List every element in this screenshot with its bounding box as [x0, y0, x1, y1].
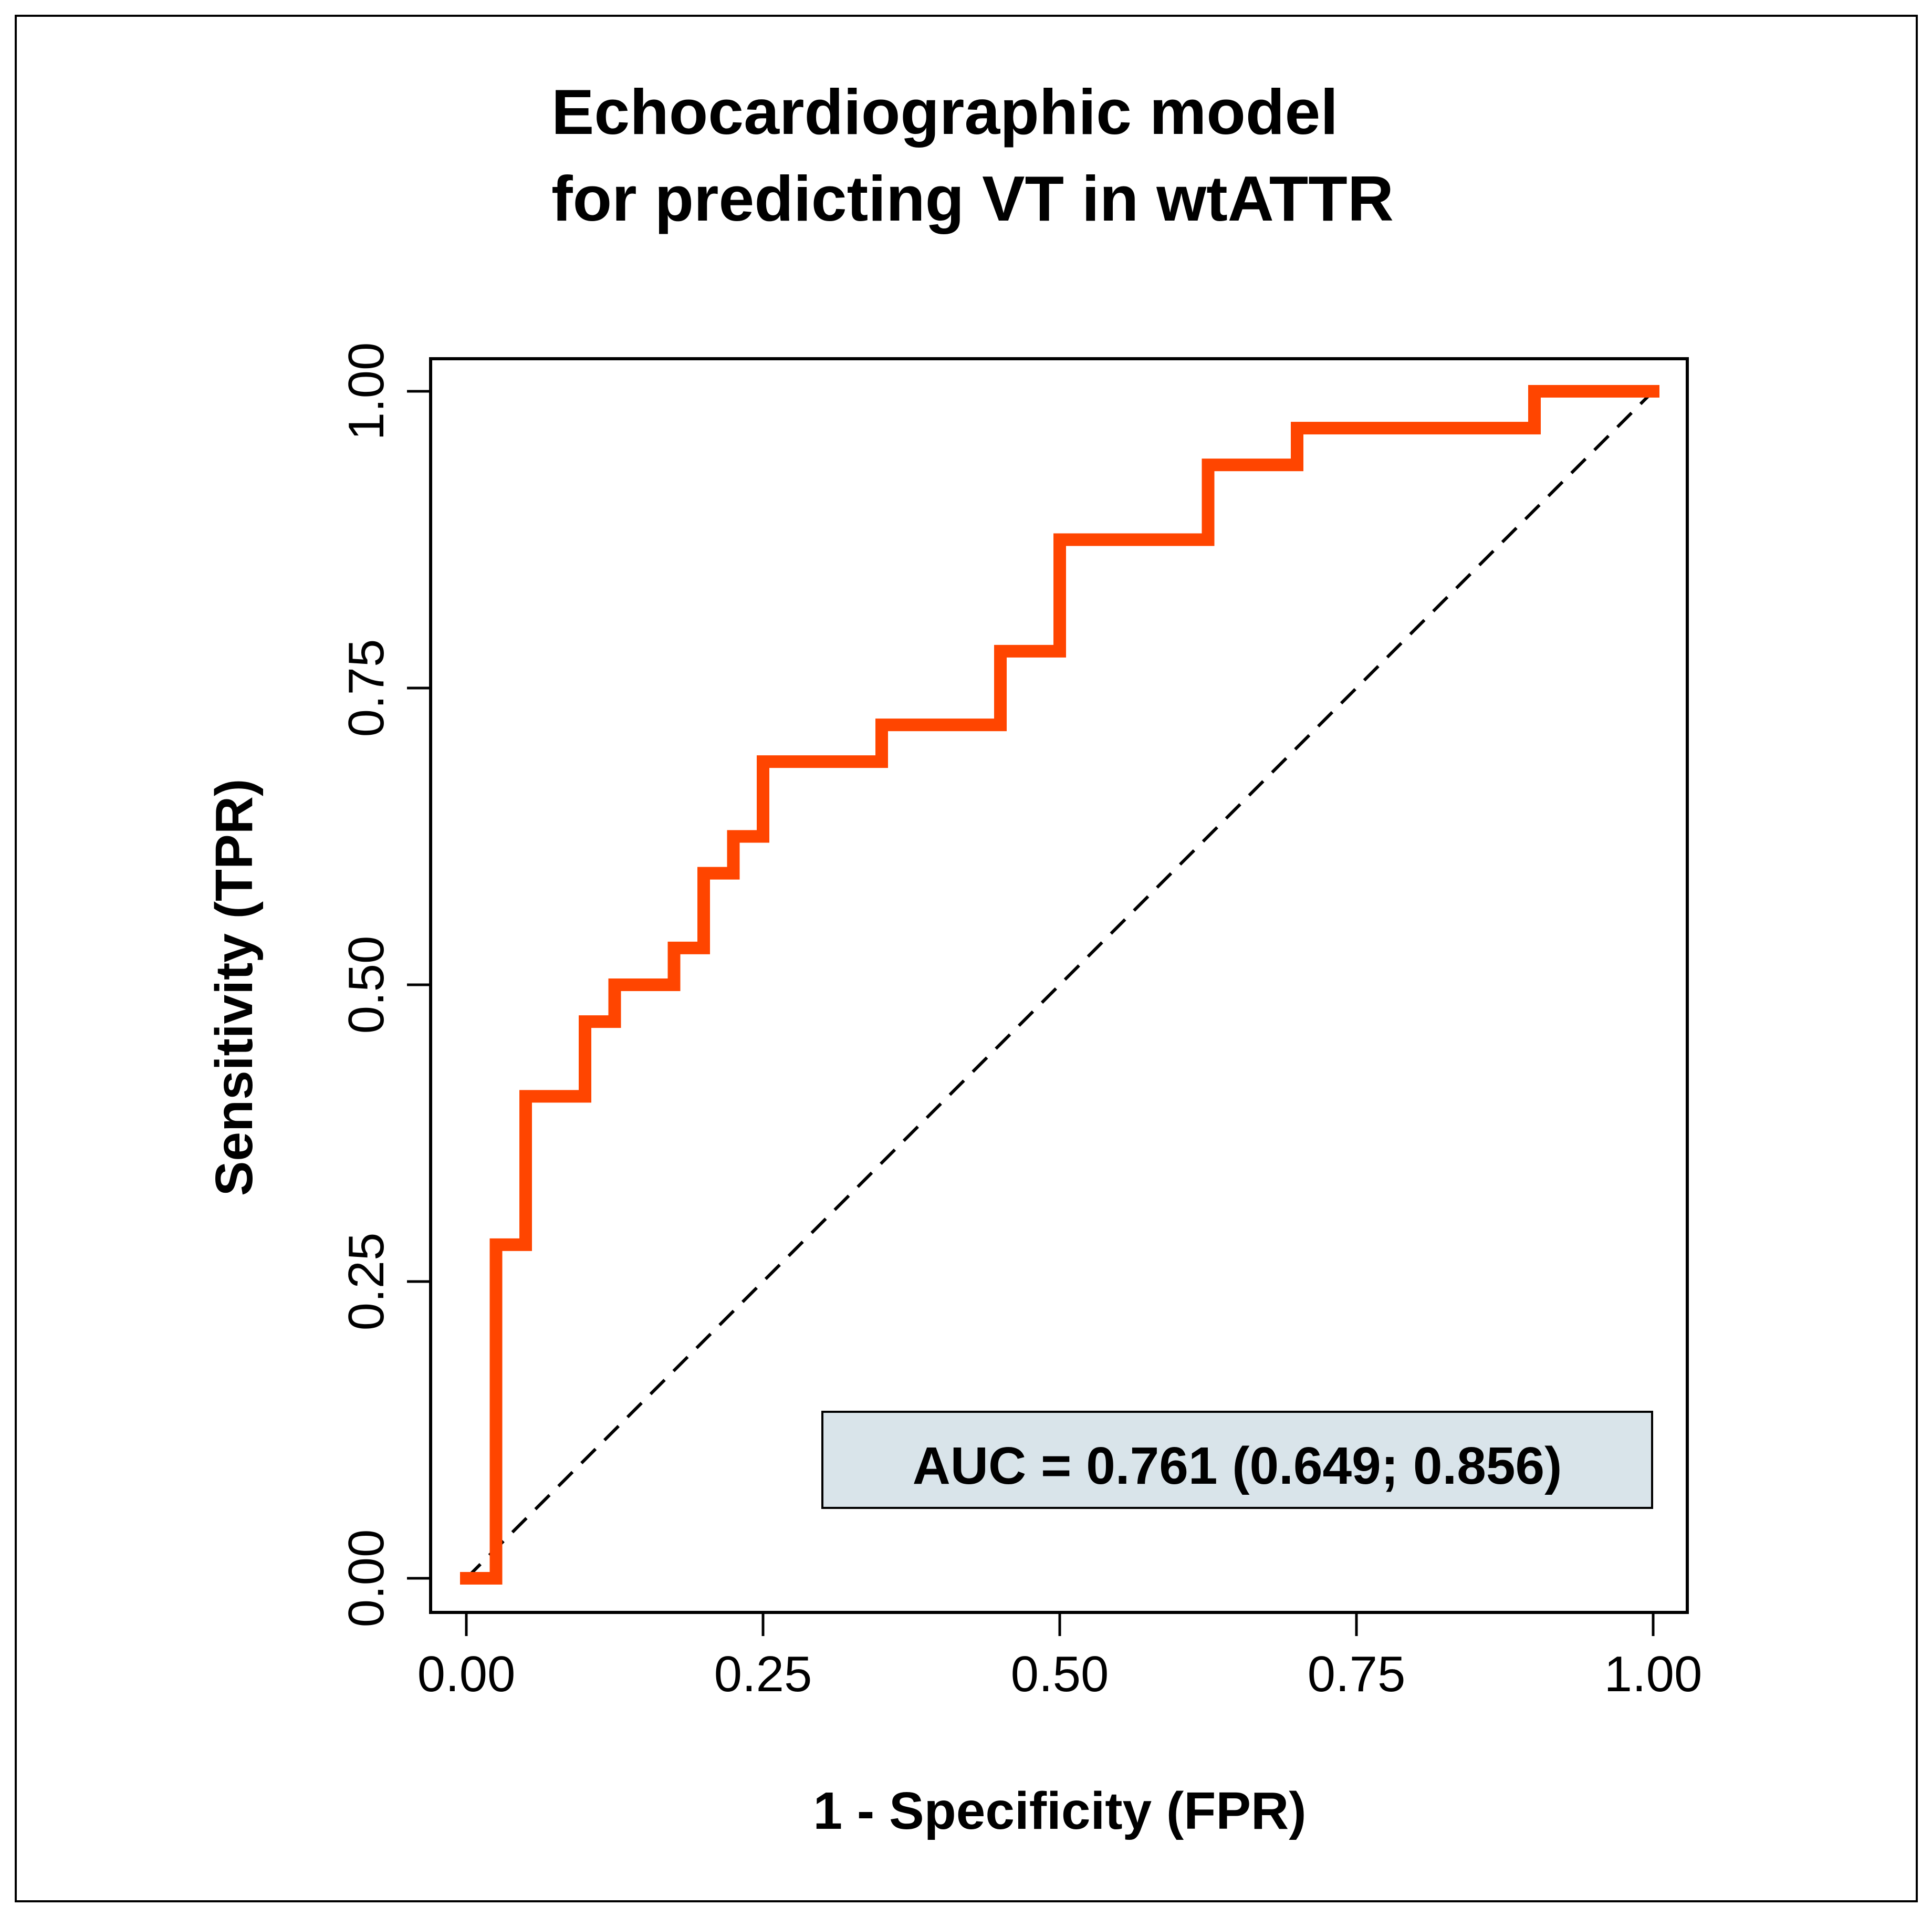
y-axis-ticks: 0.00 0.25 0.50 0.75 1.00	[338, 342, 431, 1628]
roc-curve-line	[460, 385, 1659, 1585]
x-axis-title: 1 - Specificity (FPR)	[813, 1782, 1306, 1840]
x-axis-ticks: 0.00 0.25 0.50 0.75 1.00	[417, 1612, 1703, 1702]
x-tick-label: 0.50	[1011, 1646, 1109, 1702]
auc-annotation-box	[821, 1411, 1653, 1509]
chart-title-line-2: for predicting VT in wtATTR	[551, 163, 1394, 234]
y-tick-label: 1.00	[338, 342, 394, 441]
x-tick-label: 0.75	[1308, 1646, 1406, 1702]
auc-annotation-text: AUC = 0.761 (0.649; 0.856)	[913, 1436, 1562, 1495]
reference-diagonal-line	[465, 390, 1655, 1580]
y-tick-label: 0.75	[338, 639, 394, 737]
y-axis-title: Sensitivity (TPR)	[205, 779, 264, 1196]
x-tick-label: 0.25	[714, 1646, 812, 1702]
y-tick-label: 0.25	[338, 1233, 394, 1331]
x-tick-label: 1.00	[1604, 1646, 1703, 1702]
y-tick-label: 0.50	[338, 936, 394, 1034]
chart-title-line-1: Echocardiographic model	[551, 76, 1338, 148]
y-tick-label: 0.00	[338, 1529, 394, 1628]
x-tick-label: 0.00	[417, 1646, 516, 1702]
figure-frame	[15, 15, 1918, 1902]
